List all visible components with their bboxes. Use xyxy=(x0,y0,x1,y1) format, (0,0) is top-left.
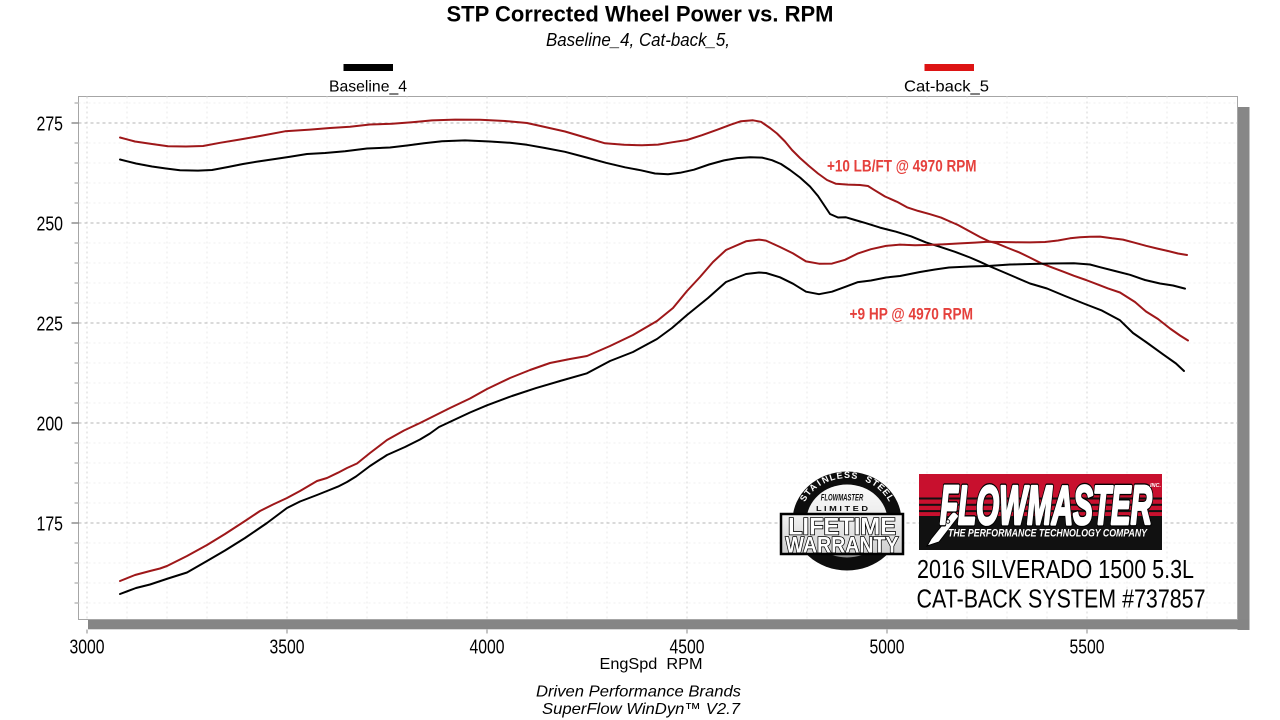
svg-text:2016 SILVERADO 1500 5.3L: 2016 SILVERADO 1500 5.3L xyxy=(917,554,1194,584)
svg-text:225: 225 xyxy=(37,313,64,335)
svg-text:200: 200 xyxy=(37,413,64,435)
svg-text:S: S xyxy=(798,493,810,503)
svg-text:I: I xyxy=(815,478,823,488)
svg-text:5500: 5500 xyxy=(1070,637,1105,659)
svg-text:4500: 4500 xyxy=(670,637,705,659)
svg-text:INC.: INC. xyxy=(1150,483,1161,489)
svg-text:Baseline_4: Baseline_4 xyxy=(329,79,407,96)
svg-text:Baseline_4, Cat-back_5,: Baseline_4, Cat-back_5, xyxy=(546,29,730,50)
svg-text:CAT-BACK SYSTEM #737857: CAT-BACK SYSTEM #737857 xyxy=(917,583,1206,613)
svg-text:A: A xyxy=(807,481,819,493)
svg-text:5000: 5000 xyxy=(870,637,905,659)
svg-text:T: T xyxy=(802,487,814,498)
svg-text:E: E xyxy=(875,482,886,493)
svg-text:S: S xyxy=(851,470,858,481)
svg-text:S: S xyxy=(844,470,850,480)
svg-text:SuperFlow WinDyn™ V2.7: SuperFlow WinDyn™ V2.7 xyxy=(542,701,741,718)
svg-text:Driven Performance Brands: Driven Performance Brands xyxy=(536,683,741,700)
svg-text:E: E xyxy=(836,470,843,481)
svg-text:FLOWMASTER: FLOWMASTER xyxy=(940,474,1152,536)
svg-text:3000: 3000 xyxy=(70,637,105,659)
svg-text:WARRANTY: WARRANTY xyxy=(786,533,899,558)
svg-text:L: L xyxy=(828,471,837,482)
svg-text:STP Corrected Wheel Power vs.: STP Corrected Wheel Power vs. RPM xyxy=(447,2,834,27)
svg-text:LIFETIME: LIFETIME xyxy=(788,514,896,541)
svg-text:N: N xyxy=(820,474,830,486)
svg-text:250: 250 xyxy=(37,213,64,235)
svg-text:Cat-back_5: Cat-back_5 xyxy=(904,79,989,96)
svg-text:+9 HP @ 4970 RPM: +9 HP @ 4970 RPM xyxy=(850,306,974,324)
svg-text:L: L xyxy=(885,493,897,503)
svg-text:EngSpd RPM: EngSpd RPM xyxy=(600,656,703,673)
svg-text:E: E xyxy=(880,487,892,498)
svg-text:L I M I T E D: L I M I T E D xyxy=(816,504,869,513)
svg-text:3500: 3500 xyxy=(270,637,305,659)
svg-text:T: T xyxy=(870,477,881,489)
svg-text:4000: 4000 xyxy=(470,637,505,659)
svg-text:S: S xyxy=(864,474,874,486)
svg-text:+10 LB/FT @ 4970 RPM: +10 LB/FT @ 4970 RPM xyxy=(827,157,977,175)
svg-text:175: 175 xyxy=(37,513,64,535)
svg-text:275: 275 xyxy=(37,113,64,135)
svg-text:THE PERFORMANCE TECHNOLOGY COM: THE PERFORMANCE TECHNOLOGY COMPANY xyxy=(948,528,1148,540)
svg-text:FLOWMASTER: FLOWMASTER xyxy=(940,474,1152,536)
svg-text:FLOWMASTER: FLOWMASTER xyxy=(821,493,864,504)
